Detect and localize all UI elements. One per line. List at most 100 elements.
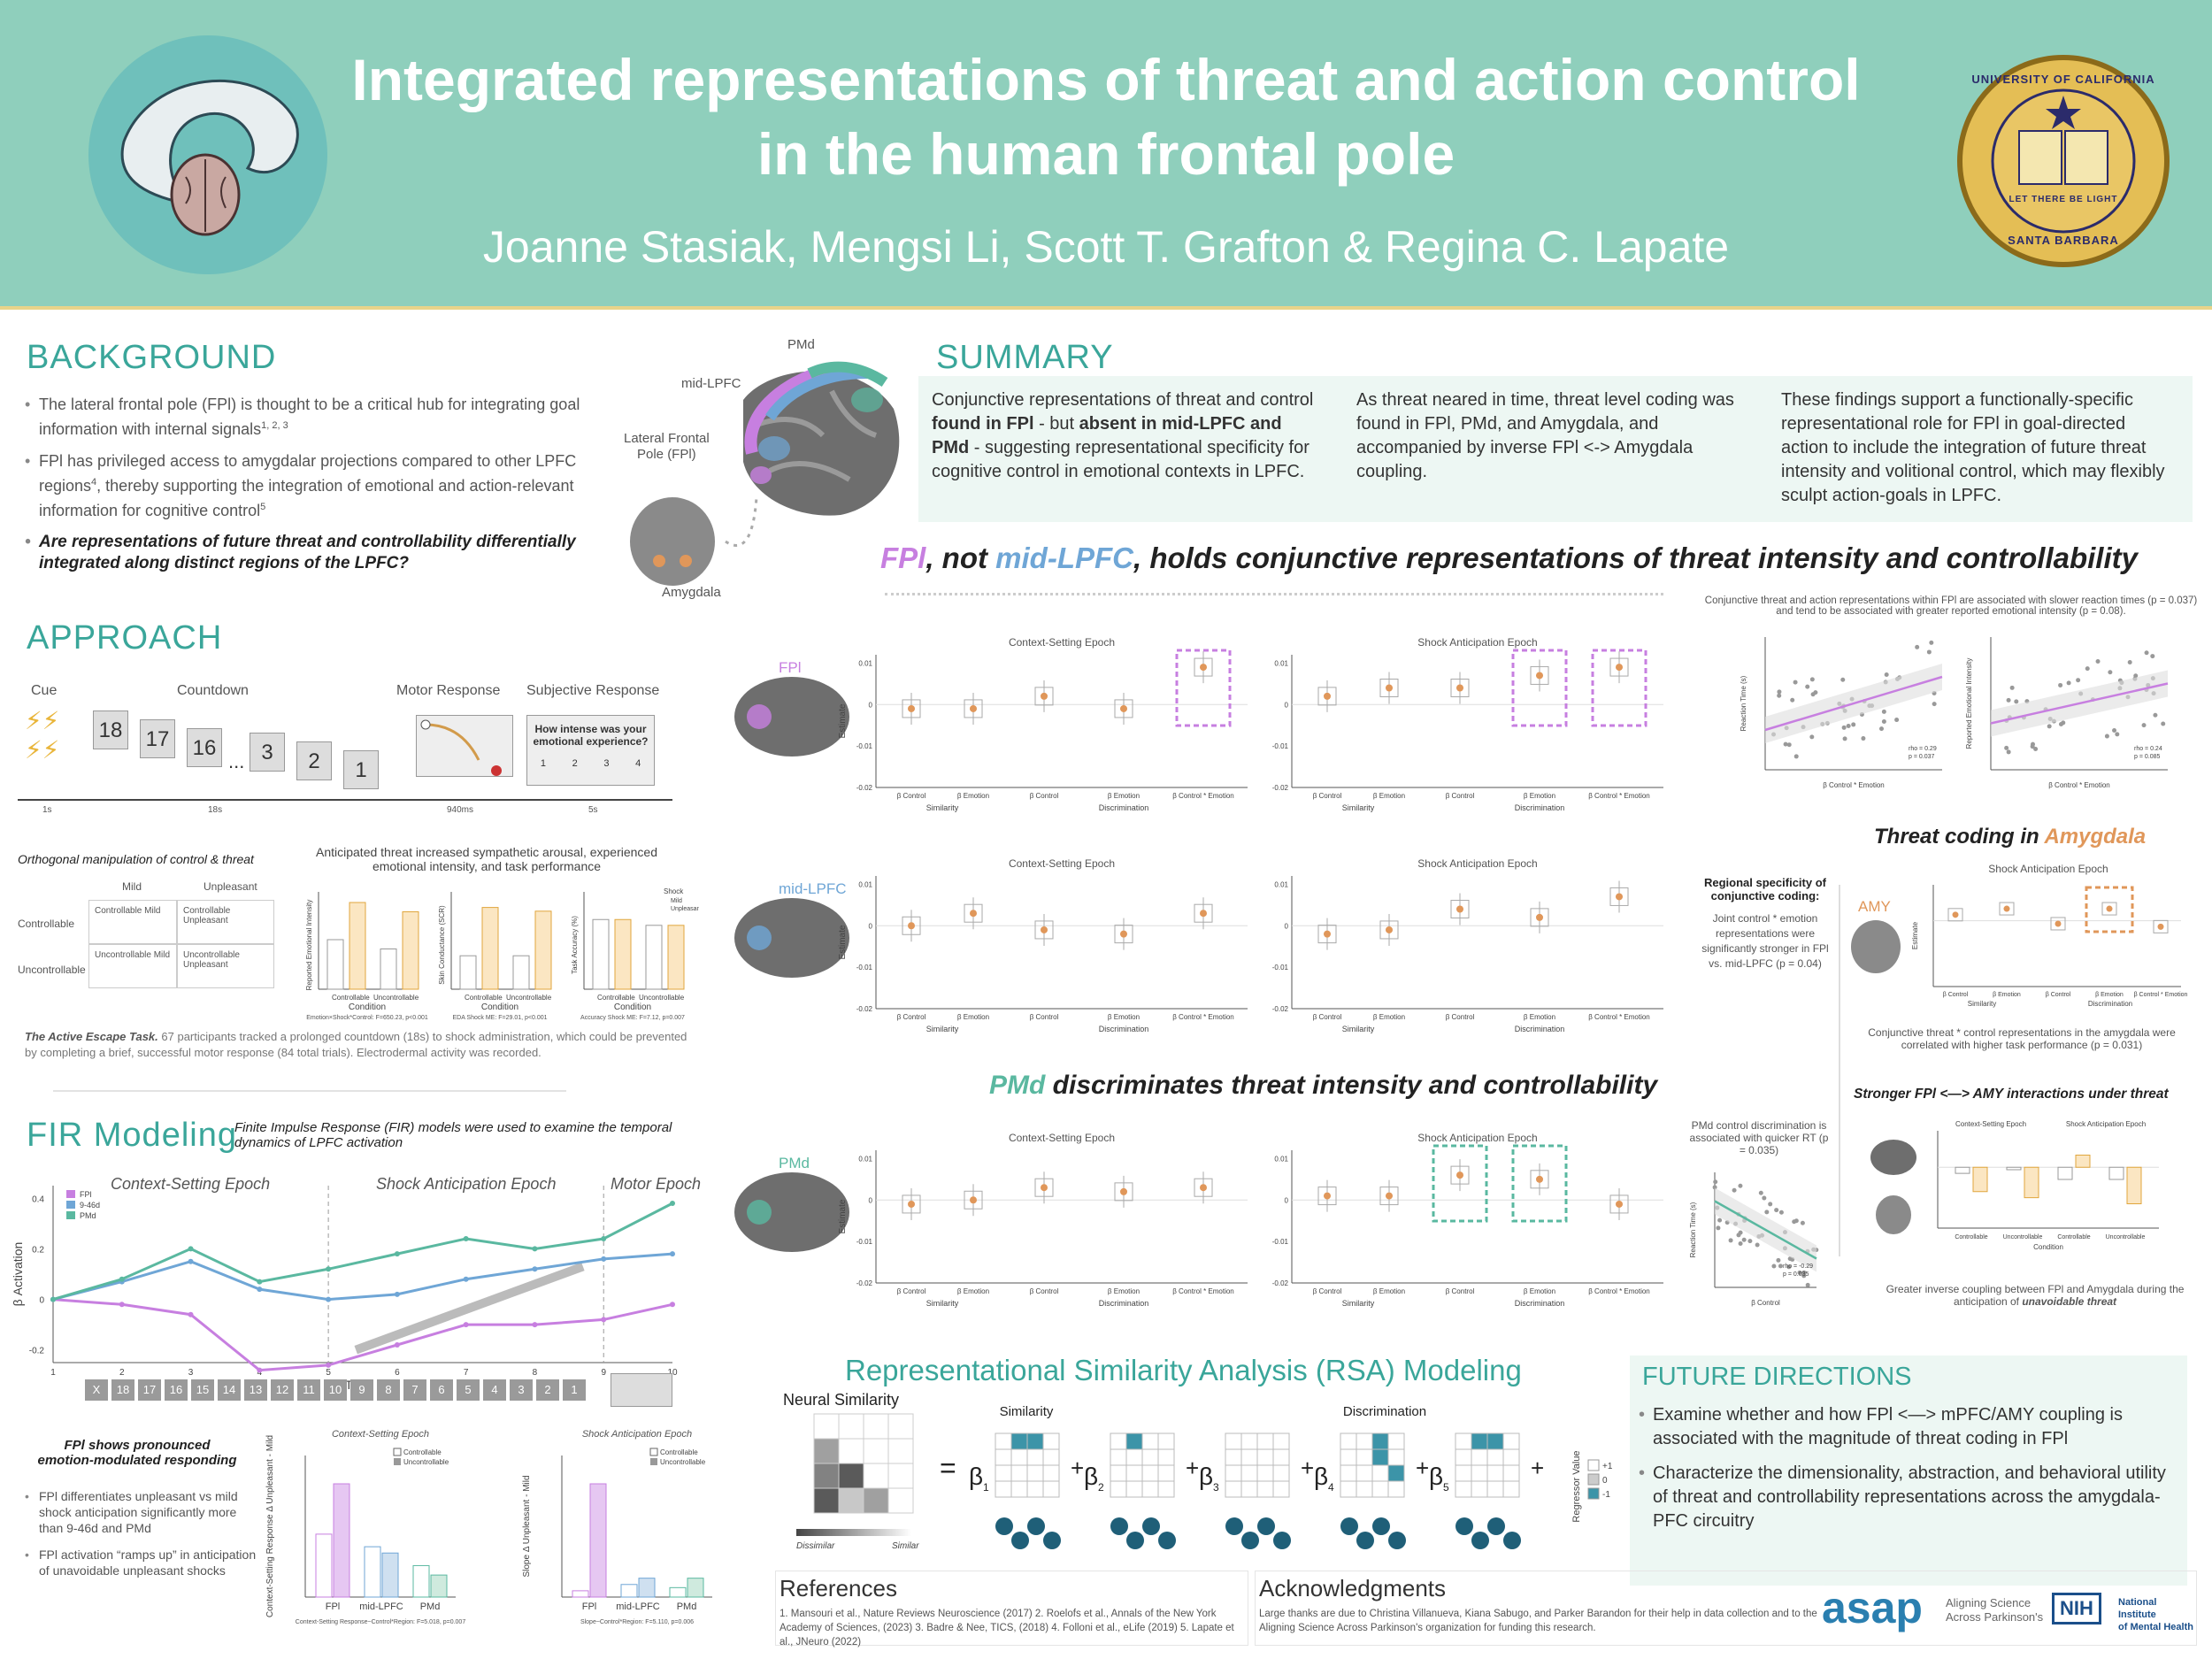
- behav-note: Emotion×Shock*Control: F=650.23, p<0.001: [306, 1015, 428, 1021]
- scatter-point: [1793, 754, 1799, 759]
- title-line-2: in the human frontal pole: [757, 121, 1455, 187]
- amy-box: [2101, 902, 2117, 916]
- rsa-neural-cell: [887, 1463, 914, 1489]
- h1-rest: , holds conjunctive representations of t…: [1133, 541, 2138, 574]
- scatter-point: [1732, 1187, 1737, 1193]
- coupling-bar: [1972, 1166, 1988, 1193]
- rsa-model-cell: [1042, 1448, 1060, 1466]
- firbar-bar: [412, 1564, 430, 1598]
- scatter-point: [1842, 736, 1847, 741]
- scatter-point: [2076, 678, 2081, 683]
- behav-bar: [402, 911, 419, 990]
- scatter-point: [1768, 1202, 1773, 1207]
- fir-point: [257, 1286, 263, 1293]
- rsa-neural-cell: [813, 1438, 840, 1464]
- rsa-xtick: β Control * Emotion: [1588, 1287, 1650, 1295]
- rsa-xtick: β Control: [1313, 1287, 1342, 1295]
- fir-ytick: -0.2: [29, 1347, 45, 1356]
- rsa-model-cell: [1125, 1448, 1143, 1466]
- behav-bar: [534, 910, 552, 990]
- rsa-xtick: β Control: [897, 792, 926, 800]
- time-1s: 1s: [42, 805, 52, 815]
- summary-col-2: As threat neared in time, threat level c…: [1356, 390, 1734, 481]
- firbar-region: PMd: [420, 1601, 441, 1612]
- amy-estimate-plot: AMY Shock Anticipation Epoch β Control β Em…: [1851, 863, 2188, 1008]
- label-subjective: Subjective Response: [526, 683, 660, 698]
- behav-ylabel: Task Accuracy (%): [571, 916, 579, 974]
- fir-point: [326, 1362, 332, 1368]
- fir-point: [326, 1296, 332, 1302]
- task-bold: The Active Escape Task.: [25, 1030, 158, 1043]
- summary-heading: SUMMARY: [936, 339, 1114, 376]
- rsa-point: [1386, 1192, 1393, 1200]
- rsa-model-cell: [1356, 1448, 1373, 1466]
- scale-2: 2: [572, 758, 578, 769]
- rsa-model-cell: [1340, 1480, 1357, 1498]
- rt-scatter-plots: Reaction Time (s) β Control * Emotion rho …: [1740, 637, 2169, 789]
- fir-point: [532, 1266, 538, 1272]
- scatter-point: [1801, 1273, 1807, 1279]
- scatter-point: [1840, 677, 1846, 682]
- firbar-region: mid-LPFC: [359, 1601, 403, 1612]
- fir-xtick: 10: [667, 1368, 678, 1378]
- scatter-point: [1809, 677, 1815, 682]
- rsa-cond-circle: [1471, 1532, 1489, 1549]
- rsa-beta-sub: 2: [1098, 1481, 1104, 1494]
- countdown-2: 2: [296, 741, 332, 780]
- cell-controllable-unpleasant: Controllable Unpleasant: [177, 900, 274, 944]
- rsa-model-cell: [1340, 1432, 1357, 1450]
- scatter-point: [1777, 689, 1782, 695]
- scatter-point: [2030, 741, 2035, 747]
- s1e: - suggesting representational specificit…: [932, 438, 1310, 481]
- coupling-bar-plot: Context-Setting Epoch Shock Anticipation …: [1870, 1120, 2159, 1251]
- scatter-point: [2058, 721, 2063, 726]
- scatter-point: [1926, 649, 1932, 655]
- firbar-bar: [669, 1586, 687, 1598]
- fir-point: [463, 1276, 469, 1282]
- scatter-point: [1738, 1183, 1743, 1188]
- bullet-1-text: The lateral frontal pole (FPl) is though…: [39, 396, 580, 438]
- scatter-point: [1713, 1179, 1718, 1185]
- firbar-title: Context-Setting Epoch: [332, 1429, 429, 1440]
- rsa-group-sim: Similarity: [926, 1025, 959, 1033]
- rsa-group-sim: Similarity: [1342, 1025, 1375, 1033]
- rsa-point: [1536, 1175, 1543, 1183]
- fir-ytick: 0.4: [32, 1194, 44, 1204]
- behav-x2: Uncontrollable: [639, 994, 685, 1002]
- rsa-cond-circle: [1487, 1517, 1505, 1535]
- fir-xtick: 1: [50, 1368, 56, 1378]
- firbar-note: Slope~Control*Region: F=5.110, p=0.006: [580, 1619, 694, 1625]
- scatter-point: [1783, 741, 1788, 747]
- rsa-cond-circle: [1126, 1532, 1144, 1549]
- ack-text: Large thanks are due to Christina Villan…: [1259, 1609, 1817, 1633]
- rsa-ytick: 0.01: [858, 880, 872, 888]
- rsa-xtick: β Control: [1313, 1013, 1342, 1021]
- amy-brain: [1851, 920, 1901, 973]
- task-timeline: Cue Countdown Motor Response Subjective …: [18, 680, 690, 821]
- scatter-point: [1800, 1220, 1805, 1225]
- behav-leg-unp: Unpleasant: [671, 906, 699, 912]
- rsa-epoch: Shock Anticipation Epoch: [1417, 636, 1537, 649]
- rt-text: Conjunctive threat and action representa…: [1704, 595, 2198, 617]
- rsa-highlight: [1511, 649, 1568, 727]
- fir-point: [463, 1322, 469, 1328]
- rsa-model-cell: [1042, 1464, 1060, 1482]
- rsa-ytick: -0.01: [1272, 1238, 1289, 1246]
- rsa-highlight: [1591, 649, 1647, 727]
- rsa-point: [970, 910, 977, 918]
- fir-ytick: 0.2: [32, 1245, 44, 1255]
- amy-box: [2153, 919, 2169, 933]
- fir-ylabel: β Activation: [13, 1242, 25, 1307]
- scatter-point: [1790, 697, 1795, 703]
- grid-col-mild: Mild: [122, 880, 142, 893]
- rsa-model-cell: [1125, 1432, 1143, 1450]
- rsa-xtick: β Emotion: [1373, 1013, 1405, 1021]
- scatter-point: [2153, 712, 2158, 718]
- rsa-model-cell: [1371, 1448, 1389, 1466]
- firbar-leg-u: Uncontrollable: [660, 1458, 706, 1466]
- amy-point: [2157, 923, 2164, 930]
- tr-box: 14: [218, 1379, 241, 1401]
- fir-series-line: [52, 1202, 673, 1302]
- scatter-point: [1736, 1233, 1741, 1238]
- fir-ep1: Context-Setting Epoch: [111, 1175, 270, 1193]
